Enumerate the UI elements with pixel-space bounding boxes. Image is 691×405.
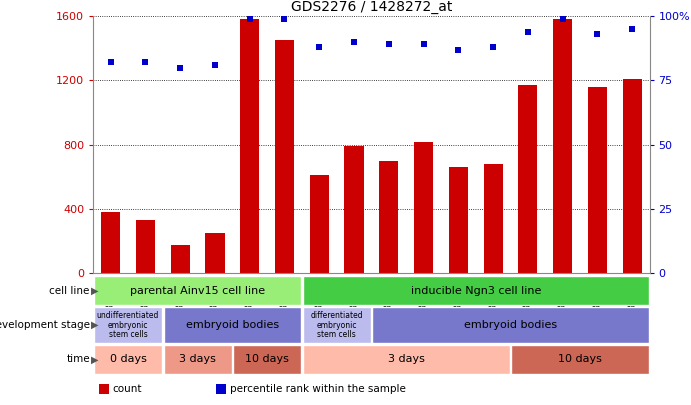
Bar — [414, 142, 433, 273]
Point — [209, 62, 220, 68]
Bar — [623, 79, 642, 273]
Bar — [345, 146, 363, 273]
Bar — [275, 40, 294, 273]
Text: ▶: ▶ — [91, 320, 99, 330]
Text: inducible Ngn3 cell line: inducible Ngn3 cell line — [410, 286, 541, 296]
Text: parental Ainv15 cell line: parental Ainv15 cell line — [130, 286, 265, 296]
Bar — [205, 233, 225, 273]
Bar — [171, 245, 190, 273]
Bar — [164, 307, 301, 343]
Text: undifferentiated
embryonic
stem cells: undifferentiated embryonic stem cells — [97, 311, 159, 339]
Text: embryoid bodies: embryoid bodies — [186, 320, 279, 330]
Point — [244, 15, 255, 22]
Text: percentile rank within the sample: percentile rank within the sample — [229, 384, 406, 394]
Text: embryoid bodies: embryoid bodies — [464, 320, 557, 330]
Text: development stage: development stage — [0, 320, 90, 330]
Bar — [518, 85, 538, 273]
Bar — [303, 307, 370, 343]
Point — [627, 26, 638, 32]
Bar — [303, 276, 649, 305]
Point — [557, 15, 568, 22]
Point — [384, 41, 395, 48]
Text: differentiated
embryonic
stem cells: differentiated embryonic stem cells — [310, 311, 363, 339]
Bar — [379, 161, 398, 273]
Bar — [372, 307, 649, 343]
Bar — [216, 384, 226, 394]
Bar — [511, 345, 649, 374]
Bar — [303, 345, 510, 374]
Point — [175, 64, 186, 71]
Text: time: time — [66, 354, 90, 364]
Bar — [94, 307, 162, 343]
Text: 10 days: 10 days — [558, 354, 602, 364]
Bar — [164, 345, 231, 374]
Point — [140, 59, 151, 66]
Bar — [310, 175, 329, 273]
Point — [105, 59, 116, 66]
Point — [314, 44, 325, 50]
Text: 10 days: 10 days — [245, 354, 289, 364]
Bar — [94, 345, 162, 374]
Text: 0 days: 0 days — [110, 354, 146, 364]
Point — [348, 39, 359, 45]
Bar — [136, 220, 155, 273]
Bar — [553, 19, 572, 273]
Bar — [588, 87, 607, 273]
Point — [453, 47, 464, 53]
Bar — [448, 167, 468, 273]
Point — [488, 44, 499, 50]
Bar — [233, 345, 301, 374]
Bar — [240, 19, 259, 273]
Bar — [94, 276, 301, 305]
Text: 3 days: 3 days — [179, 354, 216, 364]
Title: GDS2276 / 1428272_at: GDS2276 / 1428272_at — [291, 0, 452, 14]
Text: 3 days: 3 days — [388, 354, 424, 364]
Text: count: count — [113, 384, 142, 394]
Bar — [101, 212, 120, 273]
Point — [418, 41, 429, 48]
Text: ▶: ▶ — [91, 286, 99, 296]
Point — [522, 28, 533, 35]
Point — [592, 31, 603, 37]
Point — [279, 15, 290, 22]
Bar — [99, 384, 109, 394]
Text: cell line: cell line — [50, 286, 90, 296]
Text: ▶: ▶ — [91, 354, 99, 364]
Bar — [484, 164, 502, 273]
